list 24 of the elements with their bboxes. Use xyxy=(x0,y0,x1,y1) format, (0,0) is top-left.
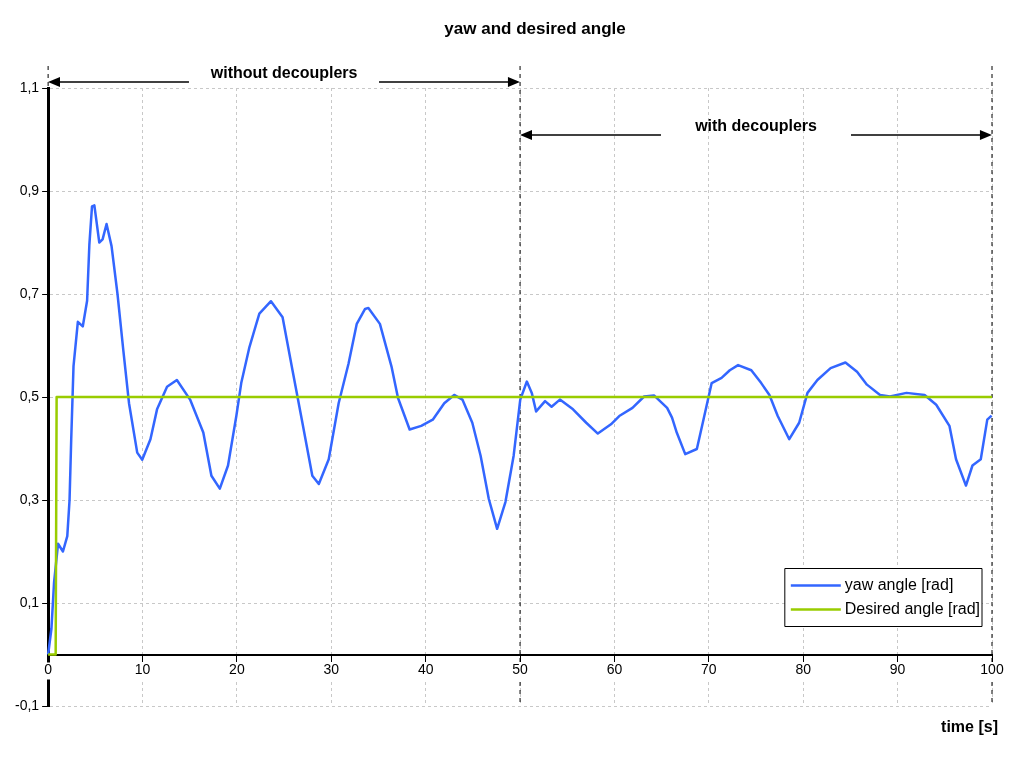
x-tick-label: 40 xyxy=(417,661,434,678)
x-tick-label: 10 xyxy=(134,661,151,678)
chart-title: yaw and desired angle xyxy=(444,19,626,38)
x-tick-label: 50 xyxy=(512,661,529,678)
y-tick-label: 0,3 xyxy=(19,490,40,507)
x-tick-label: 70 xyxy=(701,661,717,678)
x-tick-label: 60 xyxy=(606,661,623,678)
legend-label: yaw angle [rad] xyxy=(844,575,954,593)
x-tick-label: 20 xyxy=(229,661,245,678)
y-tick-label: 1,1 xyxy=(19,78,40,95)
x-tick-label: 0 xyxy=(44,661,53,678)
text: without decouplers xyxy=(209,64,358,82)
y-tick-label: 0,9 xyxy=(19,181,40,198)
annotation: with decouplers xyxy=(694,117,818,135)
x-tick-label: 90 xyxy=(889,661,906,678)
y-tick-label: -0,1 xyxy=(15,696,40,713)
x-tick-label: 80 xyxy=(795,661,812,678)
x-axis-title: time [s] xyxy=(941,718,998,735)
legend-label: Desired angle [rad] xyxy=(844,599,980,617)
y-tick-label: 0,5 xyxy=(19,387,40,404)
x-tick-label: 30 xyxy=(323,661,340,678)
y-tick-label: 0,1 xyxy=(19,593,40,610)
x-tick-label: 100 xyxy=(980,661,1004,678)
y-tick-label: 0,7 xyxy=(19,284,40,301)
